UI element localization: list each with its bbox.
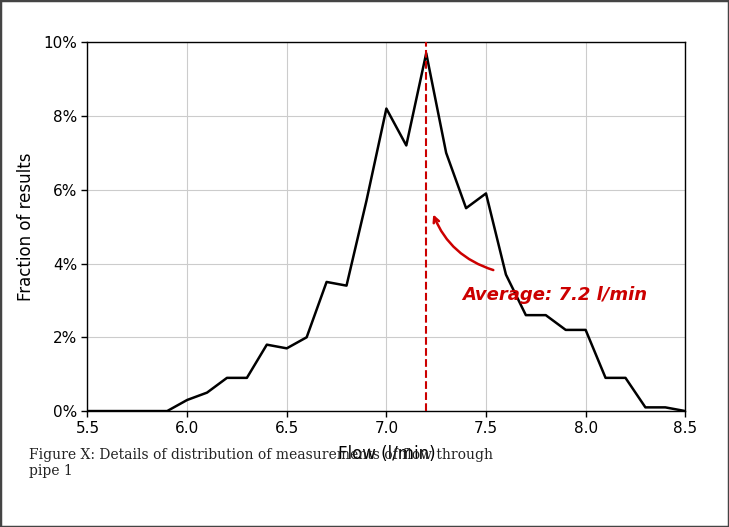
Y-axis label: Fraction of results: Fraction of results [17, 152, 35, 301]
Text: Average: 7.2 l/min: Average: 7.2 l/min [462, 286, 647, 305]
Text: Figure X: Details of distribution of measurements of flow through
pipe 1: Figure X: Details of distribution of mea… [29, 448, 493, 478]
X-axis label: Flow (l/min): Flow (l/min) [338, 445, 435, 463]
